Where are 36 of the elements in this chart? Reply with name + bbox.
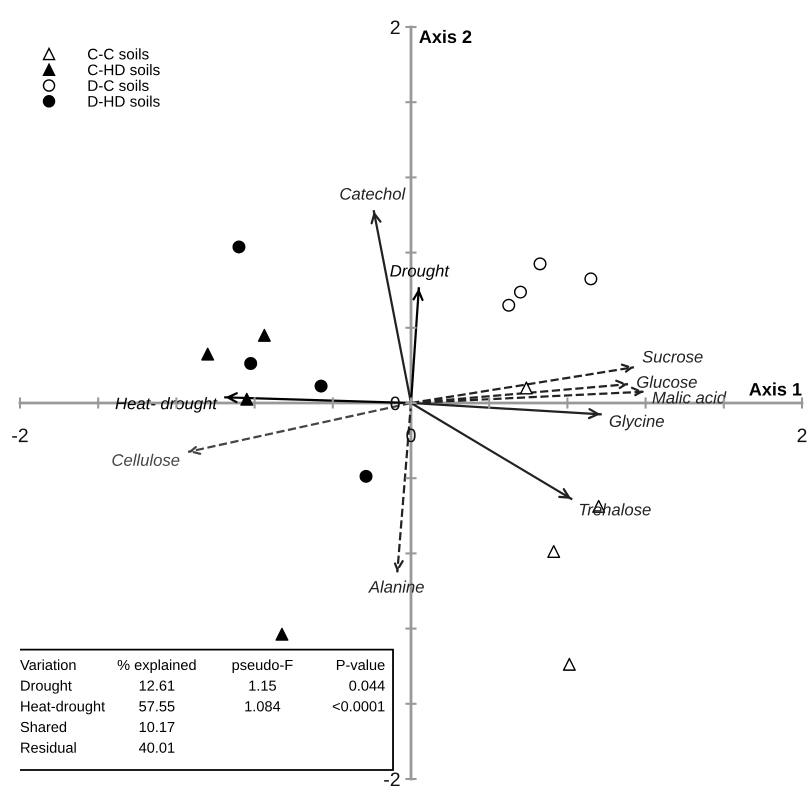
annotation: P-value xyxy=(336,659,385,670)
legend-label: D-HD soils xyxy=(88,96,160,107)
legend-label: Glucose xyxy=(637,376,697,388)
legend-label: Glycine xyxy=(610,414,664,430)
annotation: 1.084 xyxy=(245,701,280,712)
annotation: % explained xyxy=(118,659,196,673)
y-tick-label: -2 xyxy=(384,772,400,786)
annotation: 12.61 xyxy=(140,680,174,691)
series-label: Catechol xyxy=(340,188,406,200)
annotation: pseudo-F xyxy=(232,659,293,673)
series-label: Alanine xyxy=(368,580,424,593)
x-axis-title: Axis 1 xyxy=(749,382,802,396)
annotation: 40.01 xyxy=(138,742,174,753)
x-tick-label: -2 xyxy=(12,428,28,442)
legend-label: Sucrose xyxy=(642,350,703,363)
y-tick-label: 2 xyxy=(390,20,400,34)
y-tick-label: 0 xyxy=(390,396,400,410)
annotation: Heat-drought xyxy=(21,700,106,714)
annotation: 10.17 xyxy=(140,722,174,732)
annotation: Shared xyxy=(20,721,66,732)
legend-label: C-C soils xyxy=(88,48,149,60)
series-label: Drought xyxy=(390,264,450,280)
annotation: Variation xyxy=(20,659,76,670)
annotation: Residual xyxy=(21,742,76,753)
y-axis-title: Axis 2 xyxy=(419,30,472,44)
series-label: Cellulose xyxy=(112,454,180,466)
legend-label: D-C soils xyxy=(88,80,149,92)
annotation: 57.55 xyxy=(139,701,174,712)
annotation: <0.0001 xyxy=(332,701,384,712)
legend-label: C-HD soils xyxy=(88,64,160,76)
x-tick-label: 0 xyxy=(406,428,416,442)
annotation: Drought xyxy=(21,680,72,694)
x-tick-label: 2 xyxy=(798,428,806,442)
annotation: 0.044 xyxy=(349,680,385,691)
series-label: Heat- drought xyxy=(116,397,218,413)
annotation: 1.15 xyxy=(249,680,276,691)
